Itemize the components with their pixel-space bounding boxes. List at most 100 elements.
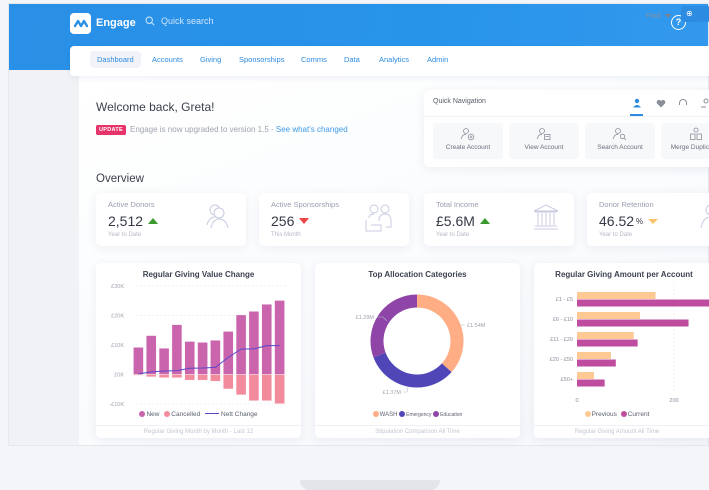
kpi-active-sponsorships[interactable]: Active Sponsorships 256 This Month xyxy=(259,193,409,246)
whats-changed-link[interactable]: See what's changed xyxy=(275,125,348,134)
find-dropdown[interactable]: Find xyxy=(646,11,661,20)
left-rail xyxy=(9,70,79,445)
chart-top-allocation-categories: Top Allocation Categories £1.54M £1.29M £1… xyxy=(315,263,520,438)
merge-duplicates-label: Merge Duplicates xyxy=(670,144,709,151)
legend-current-dot xyxy=(620,411,627,417)
help-icon[interactable]: ? xyxy=(671,15,686,30)
users-icon xyxy=(204,203,232,234)
svg-text:200: 200 xyxy=(669,398,678,404)
divider xyxy=(424,116,709,117)
quick-navigation-panel: Quick Navigation Create Account View Acc… xyxy=(424,90,709,167)
nav-comms[interactable]: Comms xyxy=(301,55,327,64)
brand-name: Engage xyxy=(96,17,136,29)
view-account-button[interactable]: View Account xyxy=(509,123,579,159)
chart-title: Regular Giving Value Change xyxy=(142,270,255,279)
svg-text:-£10K: -£10K xyxy=(109,402,124,408)
engage-logo-icon[interactable] xyxy=(70,13,91,34)
legend-new: New xyxy=(146,411,160,418)
chart-legend: Previous Current xyxy=(534,411,709,418)
active-tab-indicator xyxy=(630,114,643,116)
kpi-subtitle: Year to Date xyxy=(436,232,470,238)
bank-icon xyxy=(532,203,560,236)
user-key-icon[interactable] xyxy=(699,97,709,109)
svg-text:£1.54M: £1.54M xyxy=(467,323,486,329)
legend-nett-line xyxy=(205,412,220,414)
trend-down-icon xyxy=(299,218,310,224)
svg-text:£10K: £10K xyxy=(111,343,124,349)
search-icon xyxy=(145,16,155,26)
legend-nett-change: Nett Change xyxy=(221,411,258,418)
value-change-plot[interactable]: £30K £20K £10K £0K -£10K xyxy=(96,263,301,413)
kpi-value: 46.52 xyxy=(599,213,635,229)
svg-text:£0K: £0K xyxy=(114,373,124,379)
svg-text:£20 - £50: £20 - £50 xyxy=(550,357,573,363)
trend-up-icon xyxy=(148,218,159,224)
nav-admin[interactable]: Admin xyxy=(427,55,449,64)
search-account-icon xyxy=(613,128,627,141)
kpi-active-donors[interactable]: Active Donors 2,512 Year to Date xyxy=(96,193,246,246)
merge-duplicates-icon xyxy=(690,127,702,140)
overview-heading: Overview xyxy=(96,173,144,185)
chart-legend: WASH Emergency Education xyxy=(315,411,520,418)
trend-flat-icon xyxy=(648,218,659,224)
legend-emergency-dot xyxy=(399,411,406,417)
nav-accounts[interactable]: Accounts xyxy=(152,55,183,64)
chevron-down-icon[interactable] xyxy=(665,14,671,18)
nav-analytics[interactable]: Analytics xyxy=(379,55,410,64)
nav-dashboard[interactable]: Dashboard xyxy=(90,51,141,68)
legend-current: Current xyxy=(627,411,650,418)
svg-text:£1.37M: £1.37M xyxy=(383,390,402,396)
sponsorship-icon xyxy=(363,203,395,238)
monitor-stand xyxy=(300,480,440,490)
update-message-text: Engage is now upgraded to version 1.5 - xyxy=(130,125,276,134)
legend-education-dot xyxy=(433,411,440,417)
kpi-subtitle: Year to Date xyxy=(108,232,142,238)
search-account-button[interactable]: Search Account xyxy=(585,123,655,159)
nav-giving[interactable]: Giving xyxy=(200,55,222,64)
legend-wash: WASH xyxy=(379,412,398,418)
kpi-title: Active Donors xyxy=(108,200,155,209)
trend-up-icon xyxy=(479,218,490,224)
chart-footer: Stipulation Comparison All Time xyxy=(315,425,520,438)
giving-amount-plot[interactable]: £1 - £5 £6 - £10 £11 - £20 £20 - £50 £50+ 0 20… xyxy=(534,263,709,413)
chart-regular-giving-value-change: Regular Giving Value Change £30K £20K £10K… xyxy=(96,263,301,438)
svg-text:£11 - £20: £11 - £20 xyxy=(550,337,573,343)
search-account-label: Search Account xyxy=(597,144,643,151)
create-account-button[interactable]: Create Account xyxy=(433,123,503,159)
allocation-donut[interactable]: £1.54M £1.29M £1.37M xyxy=(315,263,520,413)
add-button[interactable]: ⊕ xyxy=(681,6,709,22)
main-nav: Dashboard Accounts Giving Sponsorships C… xyxy=(70,46,709,76)
legend-cancelled: Cancelled xyxy=(171,411,201,418)
user-icon[interactable] xyxy=(631,97,643,109)
view-account-label: View Account xyxy=(524,144,564,151)
legend-previous-dot xyxy=(584,411,591,417)
kpi-donor-retention[interactable]: Donor Retention 46.52% Year to Date xyxy=(587,193,709,246)
nav-sponsorships[interactable]: Sponsorships xyxy=(239,55,285,64)
heart-icon[interactable] xyxy=(655,97,667,109)
svg-text:0: 0 xyxy=(575,398,578,404)
nav-data[interactable]: Data xyxy=(344,55,360,64)
legend-previous: Previous xyxy=(591,411,617,418)
chart-giving-amount-per-account: Regular Giving Amount per Account £1 - £… xyxy=(534,263,709,438)
svg-text:£20K: £20K xyxy=(111,314,124,320)
chart-title: Regular Giving Amount per Account xyxy=(555,270,693,279)
user-icon xyxy=(697,203,709,234)
welcome-title: Welcome back, Greta! xyxy=(96,100,215,114)
legend-emergency: Emergency xyxy=(406,412,432,418)
update-badge: UPDATE xyxy=(96,125,127,135)
quick-search-input[interactable]: Quick search xyxy=(145,16,214,26)
chart-footer: Regular Giving Amount All Time xyxy=(534,425,709,438)
quick-navigation-title: Quick Navigation xyxy=(433,98,486,105)
view-account-icon xyxy=(537,128,551,140)
create-account-label: Create Account xyxy=(445,144,491,151)
update-message: Engage is now upgraded to version 1.5 - … xyxy=(130,125,348,134)
kpi-value: £5.6M xyxy=(436,213,475,229)
svg-text:£1.29M: £1.29M xyxy=(356,315,375,321)
kpi-total-income[interactable]: Total Income £5.6M Year to Date xyxy=(424,193,574,246)
create-account-icon xyxy=(461,128,475,141)
legend-wash-dot xyxy=(372,411,379,417)
legend-education: Education xyxy=(440,412,463,418)
headset-icon[interactable] xyxy=(677,97,689,109)
legend-new-dot xyxy=(139,411,146,417)
merge-duplicates-button[interactable]: Merge Duplicates xyxy=(661,123,709,159)
